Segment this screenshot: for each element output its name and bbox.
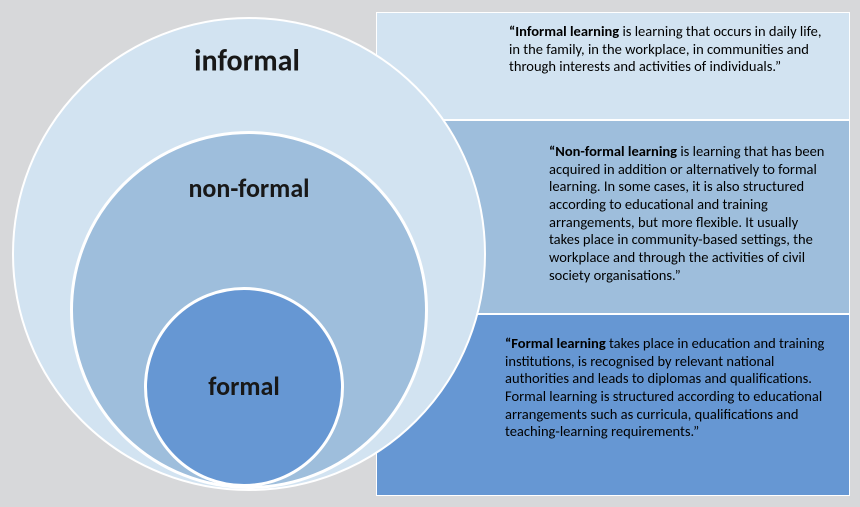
diagram-canvas: “Informal learning is learning that occu…	[0, 0, 860, 507]
label-informal: informal	[194, 43, 300, 80]
panel-nonformal-lead: “Non-formal learning	[549, 142, 677, 160]
panel-informal: “Informal learning is learning that occu…	[376, 12, 850, 120]
panel-informal-text: “Informal learning is learning that occu…	[509, 23, 827, 76]
panel-informal-lead: “Informal learning	[509, 22, 619, 40]
panel-formal-text: “Formal learning takes place in educatio…	[505, 335, 827, 441]
label-formal: formal	[208, 370, 279, 402]
panel-nonformal-text: “Non-formal learning is learning that ha…	[549, 143, 827, 285]
panel-formal-lead: “Formal learning	[505, 334, 606, 352]
panel-nonformal-rest: is learning that has been acquired in ad…	[549, 142, 824, 284]
label-nonformal: non-formal	[188, 172, 309, 204]
